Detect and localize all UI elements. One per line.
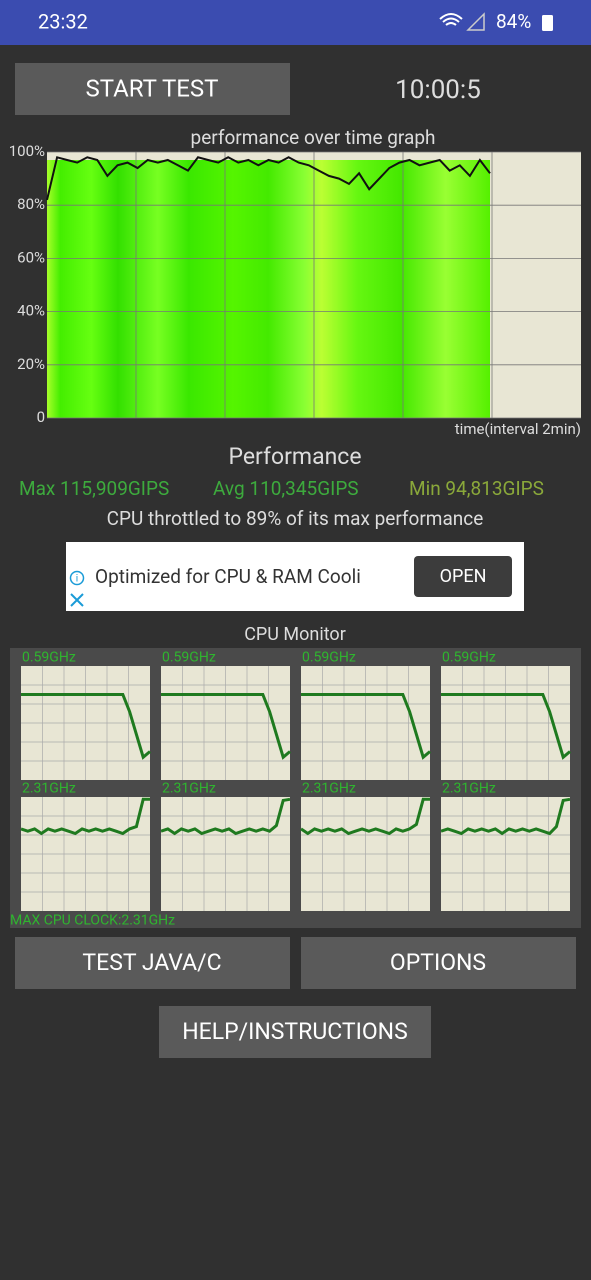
options-label[interactable]: OPTIONS xyxy=(390,949,486,976)
cpu-line xyxy=(20,797,150,836)
signal-icon xyxy=(466,12,485,31)
cpu-freq-label: 2.31GHz xyxy=(302,781,356,797)
cpu-freq-label: 0.59GHz xyxy=(442,650,496,666)
throttle-text: CPU throttled to 89% of its max performa… xyxy=(107,507,484,530)
cpu-line xyxy=(440,797,571,836)
ad-text[interactable]: Optimized for CPU & RAM Cooli xyxy=(95,565,361,588)
test-java-button[interactable] xyxy=(15,937,290,989)
ad-info-icon[interactable] xyxy=(69,570,85,586)
cpu-layer: 0.59GHz 0.59GHz 0.59GHz 0.59GHz 2.31GHz 2.31G… xyxy=(20,650,571,911)
help-label[interactable]: HELP/INSTRUCTIONS xyxy=(182,1018,408,1045)
battery-level: 84% xyxy=(496,10,531,33)
min-stat: Min 94,813GIPS xyxy=(409,477,544,500)
ad-close-icon[interactable] xyxy=(70,593,84,607)
cpu-freq-label: 0.59GHz xyxy=(22,650,76,666)
help-button[interactable] xyxy=(159,1006,431,1058)
heat-stripes xyxy=(47,160,490,418)
cpu-freq-label: 2.31GHz xyxy=(22,781,76,797)
performance-title: Performance xyxy=(228,443,361,470)
battery-icon xyxy=(542,15,553,31)
cpu-freq-label: 2.31GHz xyxy=(442,781,496,797)
y-tick-label: 60% xyxy=(17,248,45,266)
ad-info-i: i xyxy=(76,574,78,585)
y-tick-label: 20% xyxy=(17,355,45,373)
cpu-line xyxy=(161,693,291,760)
cpu-line xyxy=(300,797,430,836)
vertical-grid xyxy=(135,152,493,418)
y-tick-label: 0 xyxy=(37,408,45,426)
cpu-freq-label: 2.31GHz xyxy=(162,781,216,797)
y-tick-label: 40% xyxy=(17,302,45,320)
status-bar xyxy=(0,0,591,45)
options-button[interactable] xyxy=(301,937,576,989)
cpu-freq-label: 0.59GHz xyxy=(302,650,356,666)
wifi-icon xyxy=(439,13,463,26)
avg-stat: Avg 110,345GIPS xyxy=(213,477,359,500)
timer: 10:00:5 xyxy=(395,75,481,105)
start-test-button[interactable] xyxy=(15,63,290,115)
start-test-label[interactable]: START TEST xyxy=(85,74,218,102)
cpu-line xyxy=(301,693,431,760)
ad-open-label[interactable]: OPEN xyxy=(440,566,487,587)
max-cpu-clock: MAX CPU CLOCK:2.31GHz xyxy=(10,913,175,929)
test-java-label[interactable]: TEST JAVA/C xyxy=(82,949,221,976)
cpu-monitor-title: CPU Monitor xyxy=(244,624,346,645)
ad-open-button[interactable] xyxy=(414,556,512,597)
graph-title: performance over time graph xyxy=(191,126,436,149)
cpu-line xyxy=(21,693,151,760)
max-stat: Max 115,909GIPS xyxy=(19,477,169,500)
performance-line xyxy=(46,156,491,201)
x-axis-label: time(interval 2min) xyxy=(455,420,581,438)
y-tick-label: 100% xyxy=(9,142,45,160)
performance-layer xyxy=(46,151,581,419)
cpu-line xyxy=(160,797,291,836)
cpu-freq-label: 0.59GHz xyxy=(162,650,216,666)
cpu-line xyxy=(441,693,571,760)
clock: 23:32 xyxy=(38,9,88,33)
y-tick-label: 80% xyxy=(17,195,45,213)
